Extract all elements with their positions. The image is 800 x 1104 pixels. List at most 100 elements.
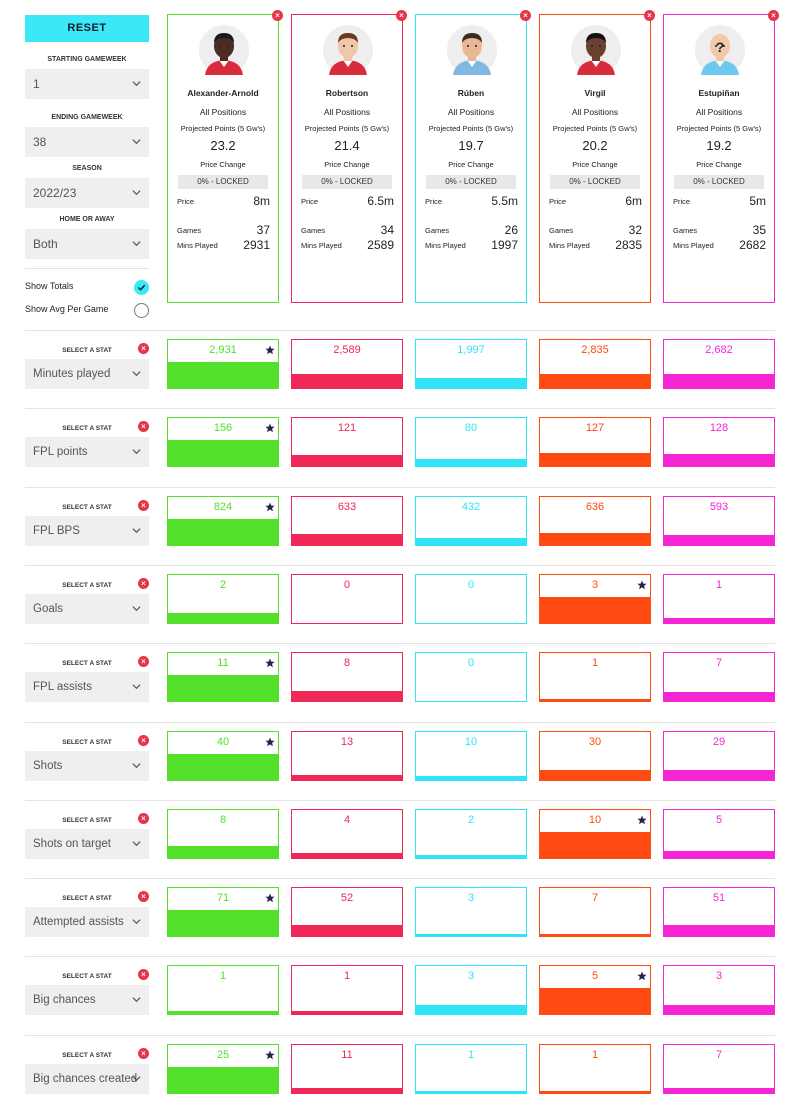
- stat-select[interactable]: Attempted assists: [25, 907, 149, 937]
- player-card[interactable]: × Virgil All Positions Projected Points (5 …: [539, 10, 655, 303]
- games-value: 37: [256, 223, 270, 237]
- stat-value: 10: [588, 814, 602, 826]
- home-away-select[interactable]: Both: [25, 229, 149, 259]
- remove-player-icon[interactable]: ×: [272, 10, 283, 21]
- stat-fill-bar: [168, 440, 278, 466]
- remove-stat-icon[interactable]: ×: [138, 656, 149, 667]
- stat-value-box: 824: [167, 496, 279, 546]
- stat-fill-bar: [416, 538, 526, 545]
- price-change-value: 0% - LOCKED: [178, 175, 268, 189]
- row-divider: [25, 800, 775, 801]
- chevron-down-icon: [132, 907, 141, 938]
- remove-player-icon[interactable]: ×: [644, 10, 655, 21]
- select-stat-label: SELECT A STAT: [62, 425, 112, 432]
- remove-stat-icon[interactable]: ×: [138, 735, 149, 746]
- remove-player-icon[interactable]: ×: [396, 10, 407, 21]
- stat-value: 432: [461, 501, 481, 513]
- stat-value: 40: [216, 736, 230, 748]
- stat-value-box: 10: [415, 731, 527, 781]
- remove-stat-icon[interactable]: ×: [138, 1048, 149, 1059]
- stat-value-box: 25: [167, 1044, 279, 1094]
- stat-select-value: FPL assists: [33, 681, 93, 693]
- stat-fill-bar: [664, 454, 774, 466]
- show-avg-toggle[interactable]: Show Avg Per Game: [25, 302, 149, 318]
- stat-select[interactable]: FPL points: [25, 437, 149, 467]
- stat-value-box: 51: [663, 887, 775, 937]
- stat-value: 3: [591, 579, 599, 591]
- price-change-label: Price Change: [324, 160, 370, 169]
- divider: [25, 268, 149, 269]
- season-select[interactable]: 2022/23: [25, 178, 149, 208]
- stat-select[interactable]: Big chances: [25, 985, 149, 1015]
- stat-fill-bar: [292, 691, 402, 701]
- remove-stat-icon[interactable]: ×: [138, 421, 149, 432]
- games-value: 35: [752, 223, 766, 237]
- stat-value-box: 432: [415, 496, 527, 546]
- stat-select[interactable]: FPL assists: [25, 672, 149, 702]
- remove-stat-icon[interactable]: ×: [138, 891, 149, 902]
- row-divider: [25, 722, 775, 723]
- price-label: Price: [549, 197, 567, 206]
- games-label: Games: [673, 226, 698, 235]
- chevron-down-icon: [132, 672, 141, 703]
- reset-button[interactable]: RESET: [25, 15, 149, 42]
- stat-select-value: Attempted assists: [33, 916, 124, 928]
- radio-empty-icon[interactable]: [134, 303, 149, 318]
- stat-select[interactable]: Shots: [25, 751, 149, 781]
- stat-select[interactable]: FPL BPS: [25, 516, 149, 546]
- season-value: 2022/23: [33, 186, 77, 200]
- remove-stat-icon[interactable]: ×: [138, 343, 149, 354]
- stat-select[interactable]: Goals: [25, 594, 149, 624]
- stat-select[interactable]: Big chances created: [25, 1064, 149, 1094]
- stat-value-box: 633: [291, 496, 403, 546]
- checkmark-icon[interactable]: [134, 280, 149, 295]
- mins-played-label: Mins Played: [549, 241, 590, 250]
- stat-value-box: 1: [663, 574, 775, 624]
- select-stat-label: SELECT A STAT: [62, 347, 112, 354]
- remove-stat-icon[interactable]: ×: [138, 969, 149, 980]
- player-avatar: ?: [695, 25, 745, 75]
- stat-value-box: 636: [539, 496, 651, 546]
- stat-value: 2: [219, 579, 227, 591]
- select-stat-label: SELECT A STAT: [62, 504, 112, 511]
- row-divider: [25, 487, 775, 488]
- player-card[interactable]: × Robertson All Positions Projected Points …: [291, 10, 407, 303]
- stat-fill-bar: [664, 618, 774, 623]
- price-change-label: Price Change: [572, 160, 618, 169]
- stat-value: 51: [712, 892, 726, 904]
- games-value: 32: [628, 223, 642, 237]
- stat-select[interactable]: Minutes played: [25, 359, 149, 389]
- star-icon: [637, 577, 647, 590]
- starting-gameweek-select[interactable]: 1: [25, 69, 149, 99]
- player-card[interactable]: × Alexander-Arnold All Positions Projected …: [167, 10, 283, 303]
- player-position: All Positions: [323, 107, 371, 117]
- stat-value: 0: [343, 579, 351, 591]
- projected-points-value: 23.2: [210, 138, 236, 153]
- player-name: Estupiñan: [698, 88, 740, 98]
- player-name: Virgil: [584, 88, 606, 98]
- stat-value-box: 52: [291, 887, 403, 937]
- stat-select[interactable]: Shots on target: [25, 829, 149, 859]
- remove-player-icon[interactable]: ×: [520, 10, 531, 21]
- ending-gameweek-select[interactable]: 38: [25, 127, 149, 157]
- stat-fill-bar: [664, 770, 774, 780]
- show-totals-toggle[interactable]: Show Totals: [25, 279, 149, 295]
- stat-value-box: 593: [663, 496, 775, 546]
- stat-value: 1: [715, 579, 723, 591]
- player-card[interactable]: ×? Estupiñan All Positions Projected Points…: [663, 10, 779, 303]
- mins-played-value: 2931: [243, 238, 270, 252]
- player-avatar: [199, 25, 249, 75]
- remove-stat-icon[interactable]: ×: [138, 813, 149, 824]
- stat-value: 71: [216, 892, 230, 904]
- stat-value: 0: [467, 579, 475, 591]
- remove-stat-icon[interactable]: ×: [138, 578, 149, 589]
- stat-fill-bar: [168, 846, 278, 858]
- remove-stat-icon[interactable]: ×: [138, 500, 149, 511]
- remove-player-icon[interactable]: ×: [768, 10, 779, 21]
- star-icon: [265, 499, 275, 512]
- stat-value-box: 2,682: [663, 339, 775, 389]
- player-card[interactable]: × Rúben All Positions Projected Points (5 G…: [415, 10, 531, 303]
- games-label: Games: [177, 226, 202, 235]
- stat-fill-bar: [292, 1088, 402, 1093]
- stat-fill-bar: [168, 362, 278, 388]
